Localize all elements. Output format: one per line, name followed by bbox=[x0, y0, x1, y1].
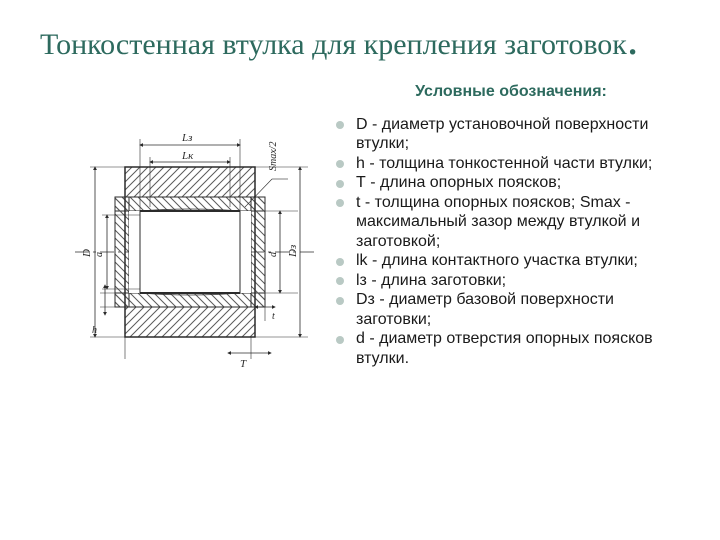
slide: Тонкостенная втулка для крепления загото… bbox=[0, 0, 720, 540]
list-item: Т - длина опорных поясков; bbox=[334, 173, 692, 193]
list-item: lk - длина контактного участка втулки; bbox=[334, 251, 692, 271]
title-text: Тонкостенная втулка для крепления загото… bbox=[40, 28, 627, 61]
legend-title: Условные обозначения: bbox=[330, 83, 692, 101]
list-item: lз - длина заготовки; bbox=[334, 271, 692, 291]
legend: Условные обозначения: D - диаметр устано… bbox=[330, 77, 692, 369]
slide-title: Тонкостенная втулка для крепления загото… bbox=[40, 28, 692, 63]
list-item-text: Т - длина опорных поясков; bbox=[356, 174, 561, 191]
label-smax: Smax/2 bbox=[268, 141, 279, 170]
label-h: h bbox=[92, 325, 97, 336]
label-t: t bbox=[272, 311, 275, 322]
list-item-text: h - толщина тонкостенной части втулки; bbox=[356, 155, 652, 172]
label-T: T bbox=[240, 358, 247, 370]
list-item-text: lз - длина заготовки; bbox=[356, 272, 506, 289]
list-item: D - диаметр установочной поверхности вту… bbox=[334, 115, 692, 154]
list-item-text: Dз - диаметр базовой поверхности заготов… bbox=[356, 291, 614, 328]
list-item-text: lk - длина контактного участка втулки; bbox=[356, 252, 638, 269]
list-item: Dз - диаметр базовой поверхности заготов… bbox=[334, 290, 692, 329]
title-dot: . bbox=[627, 13, 639, 64]
label-lk: Lк bbox=[181, 150, 194, 162]
list-item-text: D - диаметр установочной поверхности вту… bbox=[356, 116, 648, 153]
label-D: D bbox=[81, 249, 93, 258]
list-item: d - диаметр отверстия опорных поясков вт… bbox=[334, 329, 692, 368]
content-row: Lз Lк Smax/2 D a bbox=[40, 77, 692, 387]
label-Dz: Dз bbox=[287, 244, 299, 257]
label-a: a bbox=[94, 252, 105, 257]
list-item: h - толщина тонкостенной части втулки; bbox=[334, 154, 692, 174]
diagram-figure: Lз Lк Smax/2 D a bbox=[40, 77, 330, 387]
list-item-text: d - диаметр отверстия опорных поясков вт… bbox=[356, 330, 653, 367]
list-item: t - толщина опорных поясков; Smax - макс… bbox=[334, 193, 692, 252]
legend-list: D - диаметр установочной поверхности вту… bbox=[330, 115, 692, 369]
bushing-diagram: Lз Lк Smax/2 D a bbox=[40, 107, 330, 387]
label-lz: Lз bbox=[181, 132, 192, 144]
list-item-text: t - толщина опорных поясков; Smax - макс… bbox=[356, 194, 640, 250]
